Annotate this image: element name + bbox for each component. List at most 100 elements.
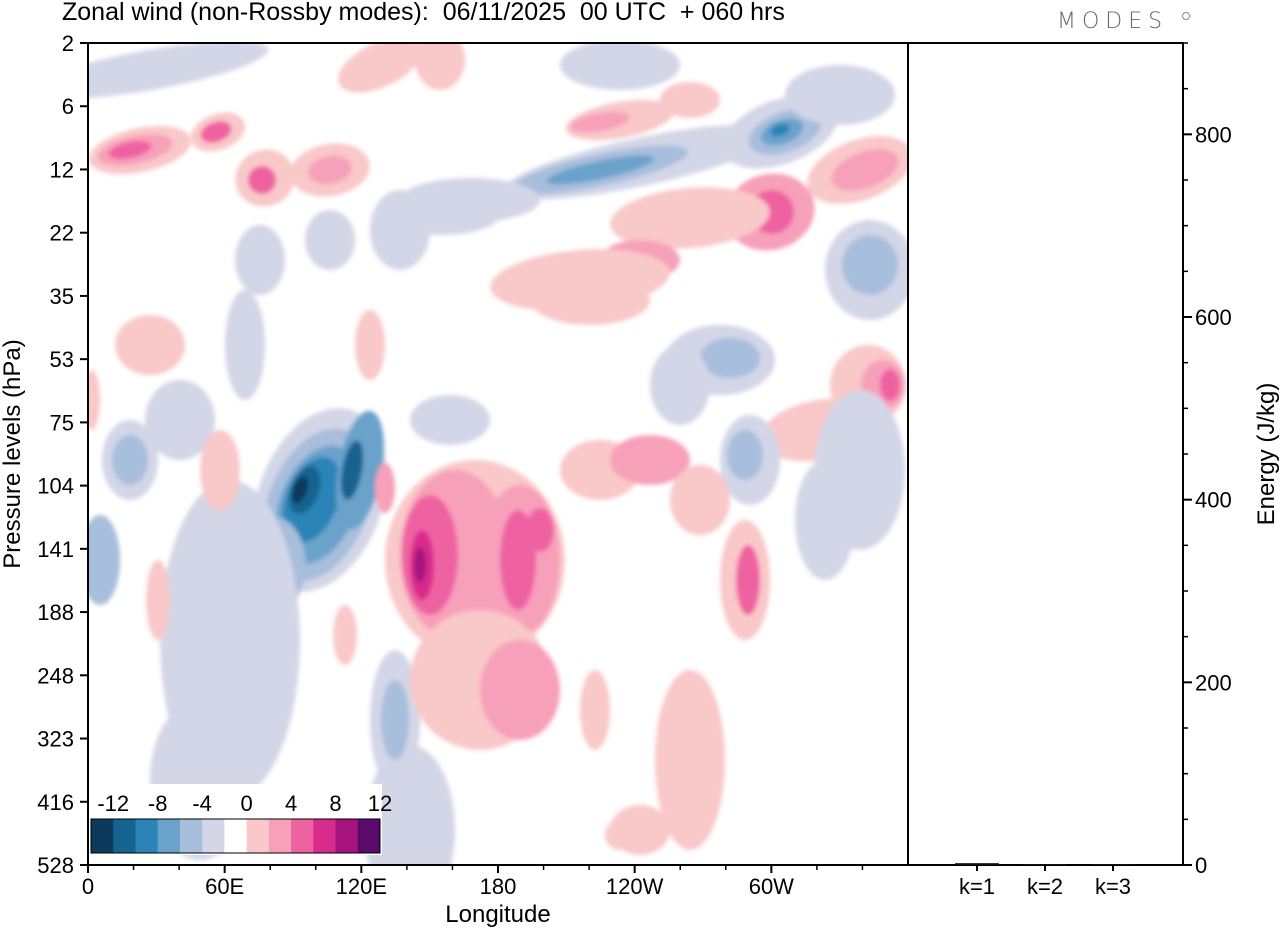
contour-patch — [305, 210, 355, 270]
contour-patch — [842, 235, 898, 295]
energy-y-tick-label: 0 — [1195, 853, 1207, 878]
contour-patch — [530, 275, 650, 325]
colorbar-tick-label: 0 — [240, 791, 252, 816]
energy-y-axis-title: Energy (J/kg) — [1253, 383, 1280, 526]
energy-x-tick-label: k=1 — [959, 874, 995, 899]
contour-patch — [88, 515, 120, 605]
contour-patch — [605, 820, 635, 850]
contour-patch — [235, 225, 285, 295]
contour-patch — [145, 380, 215, 460]
colorbar-cell — [157, 819, 181, 853]
colorbar-tick-label: 8 — [329, 791, 341, 816]
heatmap-field — [88, 43, 908, 865]
colorbar: -12 -8 -4 0 4 8 12 — [89, 784, 392, 855]
y-tick-label: 188 — [37, 600, 74, 625]
contour-patch — [225, 290, 265, 400]
energy-bar — [1091, 864, 1135, 866]
colorbar-cell — [335, 819, 359, 853]
x-tick-label: 180 — [480, 874, 517, 899]
contour-patch — [480, 640, 560, 740]
x-tick-label: 60W — [749, 874, 794, 899]
contour-patch — [727, 430, 763, 480]
energy-x-tick-label: k=2 — [1027, 874, 1063, 899]
colorbar-tick-label: -4 — [192, 791, 212, 816]
contour-patch — [112, 435, 148, 485]
colorbar-cell — [202, 819, 225, 853]
y-tick-label: 12 — [50, 157, 74, 182]
y-tick-label: 141 — [37, 537, 74, 562]
contour-patch — [770, 123, 790, 137]
y-tick-label: 323 — [37, 727, 74, 752]
contour-patch — [248, 166, 276, 194]
y-tick-label: 6 — [62, 94, 74, 119]
colorbar-tick-label: -8 — [148, 791, 168, 816]
x-tick-label: 120E — [336, 874, 387, 899]
contour-patch — [115, 315, 185, 375]
contour-patch — [610, 187, 770, 249]
contour-blobs — [88, 43, 908, 865]
contour-patch — [415, 43, 465, 90]
contour-patch — [108, 140, 152, 160]
contour-patch — [831, 149, 899, 191]
energy-bar — [955, 863, 999, 865]
contour-patch — [880, 369, 900, 401]
contour-patch — [670, 465, 730, 535]
colorbar-cell — [135, 819, 159, 853]
contour-patch — [560, 43, 680, 90]
contour-patch — [414, 547, 426, 583]
energy-frame — [907, 42, 1184, 866]
y-tick-label: 35 — [50, 284, 74, 309]
y-tick-label: 53 — [50, 347, 74, 372]
contour-patch — [370, 190, 430, 270]
contour-patch — [580, 670, 610, 750]
modes-logo: MODES — [1057, 9, 1169, 34]
colorbar-cell — [313, 819, 337, 853]
registered-mark-icon — [1182, 12, 1190, 20]
contour-patch — [570, 111, 630, 133]
y-tick-label: 248 — [37, 663, 74, 688]
contour-patch — [546, 155, 654, 185]
colorbar-tick-label: 4 — [285, 791, 297, 816]
y-axis-title: Pressure levels (hPa) — [0, 339, 26, 568]
contour-patch — [338, 43, 422, 93]
energy-y-tick-label: 600 — [1195, 305, 1232, 330]
contour-patch — [146, 560, 170, 640]
chart-title: Zonal wind (non-Rossby modes): 06/11/202… — [62, 0, 785, 26]
contour-patch — [355, 310, 385, 380]
y-tick-label: 528 — [37, 853, 74, 878]
contour-patch — [650, 345, 710, 425]
axes: 0 60E 120E 180 120W 60W Longitude 2 6 12 22 35 53 75 1… — [0, 31, 909, 928]
colorbar-frame — [90, 818, 381, 854]
contour-patch — [410, 395, 490, 445]
energy-x-tick-label: k=3 — [1095, 874, 1131, 899]
energy-panel: 0 200 400 600 800 Energy (J/kg) k=1 k=2 k=3 — [907, 42, 1280, 899]
contour-patch — [526, 508, 554, 552]
colorbar-cell — [224, 819, 248, 853]
energy-y-tick-label: 400 — [1195, 488, 1232, 513]
contour-patch — [200, 430, 240, 510]
energy-bar — [1023, 864, 1067, 866]
contour-patch — [88, 370, 100, 430]
contour-patch — [795, 460, 855, 580]
y-tick-label: 22 — [50, 221, 74, 246]
contour-patch — [308, 155, 352, 185]
colorbar-tick-label: 12 — [368, 791, 392, 816]
colorbar-cell — [113, 819, 136, 853]
colorbar-cell — [179, 819, 203, 853]
contour-patch — [200, 121, 232, 143]
contour-patch — [375, 463, 395, 513]
y-tick-label: 2 — [62, 31, 74, 56]
y-tick-label: 75 — [50, 410, 74, 435]
contour-patch — [340, 440, 364, 500]
colorbar-tick-label: -12 — [97, 791, 129, 816]
contour-patch — [736, 545, 760, 615]
colorbar-cell — [246, 819, 270, 853]
x-tick-label: 0 — [82, 874, 94, 899]
contour-patch — [381, 680, 409, 760]
colorbar-cell — [291, 819, 314, 853]
contour-patch — [660, 82, 720, 118]
x-tick-label: 60E — [205, 874, 244, 899]
contour-patch — [785, 65, 895, 125]
colorbar-cell — [268, 819, 292, 853]
